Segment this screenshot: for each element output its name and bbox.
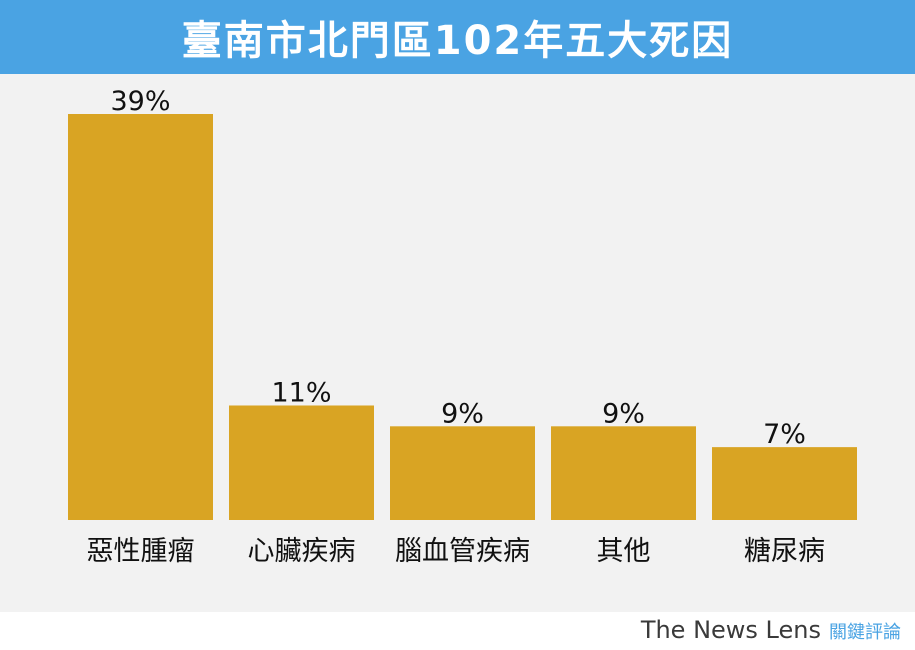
bar-3 bbox=[551, 426, 696, 520]
footer: The News Lens 關鍵評論 bbox=[0, 612, 915, 650]
brand-logo: The News Lens 關鍵評論 bbox=[641, 616, 901, 644]
bar-1 bbox=[229, 405, 374, 520]
category-label-2: 腦血管疾病 bbox=[395, 536, 530, 567]
value-label-1: 11% bbox=[271, 377, 331, 408]
brand-name-zh: 關鍵評論 bbox=[829, 622, 901, 643]
category-label-1: 心臟疾病 bbox=[248, 536, 356, 567]
title-banner: 臺南市北門區102年五大死因 bbox=[0, 0, 915, 74]
category-label-3: 其他 bbox=[597, 536, 651, 567]
value-label-3: 9% bbox=[602, 398, 645, 429]
chart-title: 臺南市北門區102年五大死因 bbox=[181, 18, 734, 64]
value-label-4: 7% bbox=[763, 419, 806, 450]
category-label-4: 糖尿病 bbox=[744, 536, 825, 567]
bar-0 bbox=[68, 114, 213, 520]
brand-name-en: The News Lens bbox=[640, 616, 821, 644]
bar-chart: 39% 惡性腫瘤 11% 心臟疾病 9% 腦血管疾病 9% 其他 7% 糖尿病 bbox=[68, 86, 857, 567]
value-label-2: 9% bbox=[441, 398, 484, 429]
bar-2 bbox=[390, 426, 535, 520]
bar-4 bbox=[712, 447, 857, 520]
category-label-0: 惡性腫瘤 bbox=[87, 536, 195, 567]
value-label-0: 39% bbox=[110, 86, 170, 117]
